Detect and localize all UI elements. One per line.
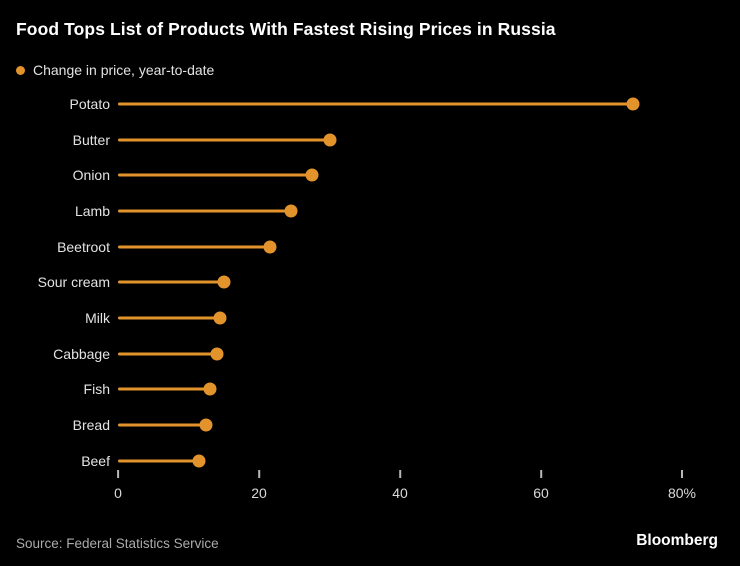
chart-row: Sour cream (0, 264, 740, 300)
value-track (118, 122, 740, 158)
legend: Change in price, year-to-date (16, 62, 214, 78)
value-line (118, 173, 312, 177)
value-track (118, 407, 740, 443)
tick-label: 60 (533, 485, 549, 501)
value-track (118, 336, 740, 372)
value-dot (626, 97, 640, 111)
value-dot (284, 204, 298, 218)
value-dot (203, 382, 217, 396)
x-axis-tick: 40 (392, 470, 408, 501)
bloomberg-logo: Bloomberg (636, 532, 718, 549)
category-label: Onion (72, 167, 110, 184)
x-axis-tick: 80% (668, 470, 696, 501)
value-dot (217, 275, 231, 289)
category-label: Beef (81, 452, 110, 469)
category-label: Beetroot (57, 238, 110, 255)
plot-area: Potato Butter Onion Lamb Beetroot Sour cream M… (0, 86, 740, 479)
value-dot (210, 347, 224, 361)
value-line (118, 138, 330, 142)
chart-row: Butter (0, 122, 740, 158)
legend-label: Change in price, year-to-date (33, 62, 215, 78)
tick-mark (398, 470, 401, 478)
tick-mark (539, 470, 542, 478)
chart-row: Cabbage (0, 336, 740, 372)
value-dot (199, 418, 213, 432)
tick-mark (116, 470, 119, 478)
chart-row: Beetroot (0, 229, 740, 265)
tick-mark (257, 470, 260, 478)
tick-label: 40 (392, 485, 408, 501)
value-dot (305, 168, 319, 182)
category-label: Butter (72, 131, 110, 148)
chart-row: Milk (0, 300, 740, 336)
category-label: Milk (85, 309, 110, 326)
value-track (118, 193, 740, 229)
chart-row: Bread (0, 407, 740, 443)
value-dot (323, 133, 336, 147)
value-line (118, 459, 200, 463)
value-line (118, 316, 221, 320)
value-line (118, 280, 224, 284)
category-label: Lamb (74, 202, 110, 219)
value-track (118, 264, 740, 300)
tick-label: 0 (114, 485, 122, 501)
category-label: Fish (83, 381, 110, 398)
chart-row: Lamb (0, 193, 740, 229)
source-note: Source: Federal Statistics Service (16, 536, 219, 551)
value-track (118, 300, 740, 336)
chart-row: Fish (0, 372, 740, 408)
category-label: Cabbage (53, 345, 110, 362)
value-dot (213, 311, 227, 325)
value-line (118, 245, 270, 249)
legend-dot-icon (16, 65, 25, 75)
category-label: Sour cream (37, 274, 110, 291)
x-axis-tick: 20 (251, 470, 267, 501)
tick-mark (681, 470, 683, 478)
category-label: Bread (72, 417, 110, 434)
x-axis-tick: 60 (533, 470, 549, 501)
category-label: Potato (69, 95, 110, 112)
chart-row: Beef (0, 443, 740, 479)
chart-row: Potato (0, 86, 740, 122)
value-track (118, 157, 740, 193)
value-line (118, 102, 633, 106)
value-track (118, 229, 740, 265)
value-line (118, 209, 291, 213)
chart-row: Onion (0, 157, 740, 193)
value-track (118, 372, 740, 408)
x-axis: 0 20 40 60 80% (114, 470, 696, 514)
value-track (118, 443, 740, 479)
tick-label: 20 (251, 485, 267, 501)
value-dot (263, 240, 277, 254)
value-line (118, 352, 217, 356)
value-line (118, 387, 210, 391)
x-axis-tick: 0 (114, 470, 122, 501)
chart-title: Food Tops List of Products With Fastest … (16, 19, 556, 39)
value-line (118, 423, 207, 427)
value-dot (192, 454, 206, 468)
value-track (118, 86, 740, 122)
tick-label: 80% (667, 485, 697, 501)
